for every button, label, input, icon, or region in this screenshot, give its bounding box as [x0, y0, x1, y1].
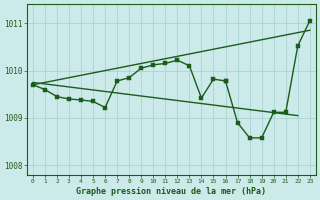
X-axis label: Graphe pression niveau de la mer (hPa): Graphe pression niveau de la mer (hPa): [76, 187, 266, 196]
